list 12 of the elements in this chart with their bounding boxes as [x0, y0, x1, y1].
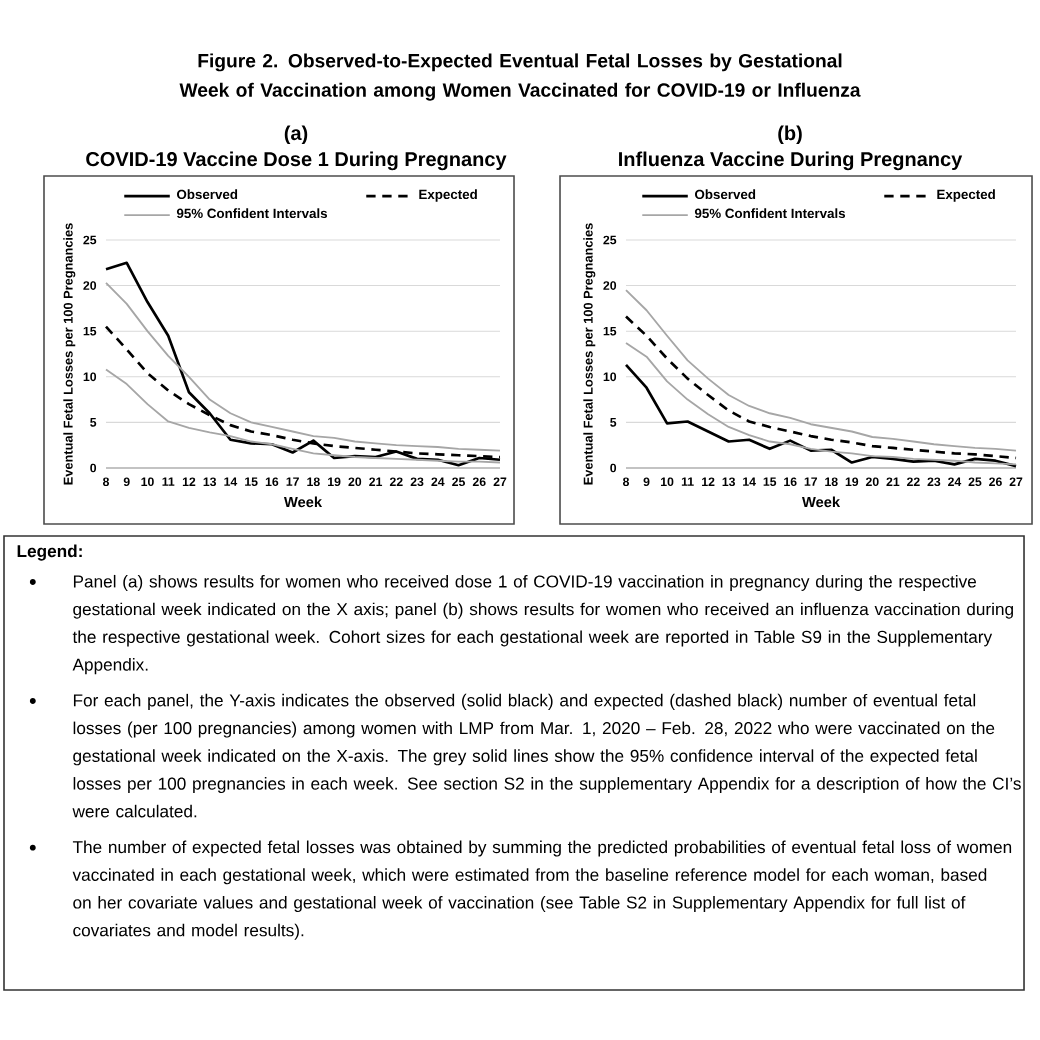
text: Figure 2. Observed-to-Expected Eventual Fetal Losses by Gestational Week of Vaccination among Women Vaccinated for COVID-19 or Influenza	[179, 53, 861, 101]
text: Legend:	[17, 544, 82, 561]
chart-title: (b)	[778, 125, 802, 145]
line-series	[105, 368, 501, 464]
chart-subtitle: COVID-19 Vaccine Dose 1 During Pregnancy	[86, 151, 507, 171]
text: For each panel, the Y-axis indicates the observed (solid black) and expected (dashed black) number of eventual fetal losses (per 100 pregnancies) among women with LMP from Mar. 1, 2020 – Feb. 28, 2022 who were vaccinated on the gestational week indicated on the X-axis. The grey solid lines show the 95% confidence interval of the expected fetal losses per 100 pregnancies in each week. See section S2 in the supplementary Appendix for a description of how the CI’s were calculated.	[72, 693, 1021, 818]
line-series	[624, 315, 1018, 460]
text: Panel (a) shows results for women who received dose 1 of COVID-19 vaccination in pregnancy during the respective gestational week indicated on the X axis; panel (b) shows results for women who received an influenza vaccination during the respective gestational week. Cohort sizes for each gestational week are reported in Table S9 in the Supplementary Appendix.	[72, 574, 1013, 675]
line-series	[105, 281, 501, 452]
chart-title: (a)	[284, 125, 308, 145]
text: The number of expected fetal losses was obtained by summing the predicted probabilities of eventual fetal loss of women vaccinated in each gestational week, which were estimated from the baseline reference model for each woman, based on her covariate values and gestational week of vaccination (see Table S2 in Supplementary Appendix for full list of covariates and model results).	[72, 840, 1012, 940]
chart-subtitle: Influenza Vaccine During Pregnancy	[619, 151, 963, 171]
